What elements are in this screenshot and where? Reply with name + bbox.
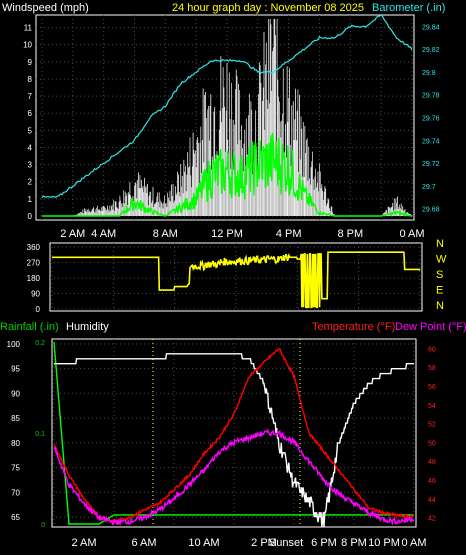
baro-tick-label: 29.68 <box>422 207 440 214</box>
dewpoint-line <box>53 428 415 526</box>
panel3-x-label: 2 PM <box>251 537 277 549</box>
panel2-frame <box>49 242 423 312</box>
panel1-x-label: 8 PM <box>337 228 363 240</box>
wind-tick-label: 5 <box>28 126 33 135</box>
baro-tick-label: 29.78 <box>422 93 440 100</box>
wind-tick-label: 0 <box>28 212 33 221</box>
barometer-line <box>41 13 413 199</box>
panel1-frame <box>35 14 415 221</box>
baro-tick-label: 29.76 <box>422 116 440 123</box>
wind-tick-label: 7 <box>28 92 33 101</box>
wind-tick-label: 10 <box>23 41 32 50</box>
temp-tick-label: 60 <box>428 346 436 353</box>
rain-tick-label: 0.1 <box>35 431 45 438</box>
baro-tick-label: 29.8 <box>422 70 436 77</box>
temp-tick-label: 58 <box>428 365 436 372</box>
panel3-axes: 65 70 75 80 85 90 95 100 0 0.1 0.2 42 44 46 48 50 52 54 56… <box>7 340 436 549</box>
direction-tick-label: 0 <box>36 305 41 314</box>
temp-tick-label: 54 <box>428 403 436 410</box>
panel3-x-label: 2 AM <box>71 537 96 549</box>
direction-tick-label: 270 <box>27 259 41 268</box>
temp-tick-label: 42 <box>428 516 436 523</box>
humidity-tick-label: 80 <box>11 439 20 448</box>
wind-direction-line <box>52 251 421 309</box>
sunrise-label: Sunset <box>269 537 303 549</box>
humidity-tick-label: 85 <box>11 414 20 423</box>
panel1-x-label: 0 AM <box>399 228 424 240</box>
temp-tick-label: 56 <box>428 384 436 391</box>
baro-tick-label: 29.72 <box>422 161 440 168</box>
wind-tick-label: 11 <box>24 24 33 33</box>
panel3-x-label: 8 PM <box>341 537 367 549</box>
wind-tick-label: 9 <box>28 58 33 67</box>
graph-title: 24 hour graph day : November 08 2025 <box>172 2 364 14</box>
panel3-x-label: 6 PM <box>311 537 337 549</box>
wind-tick-label: 1 <box>28 195 33 204</box>
humidity-tick-label: 75 <box>11 464 20 473</box>
panel1-axes: 0 1 2 3 4 5 6 7 8 9 10 11 29.68 29.7 29.72 29.74 29.76 29… <box>23 24 440 240</box>
compass-label: E <box>436 285 443 297</box>
humidity-label: Humidity <box>66 321 109 333</box>
baro-tick-label: 29.74 <box>422 138 440 145</box>
compass-label: S <box>436 269 443 281</box>
panel3-series <box>53 341 415 528</box>
wind-average-line <box>42 132 412 218</box>
baro-tick-label: 29.82 <box>422 47 440 54</box>
temp-tick-label: 46 <box>428 478 436 485</box>
temp-tick-label: 52 <box>428 422 436 429</box>
rain-tick-label: 0 <box>41 522 45 529</box>
compass-label: W <box>436 254 447 266</box>
wind-tick-label: 4 <box>28 143 33 152</box>
humidity-tick-label: 100 <box>7 340 21 349</box>
temperature-label: Temperature (°F) <box>312 321 395 333</box>
panel1-x-label: 4 AM <box>91 228 116 240</box>
humidity-tick-label: 70 <box>11 488 20 497</box>
baro-tick-label: 29.7 <box>422 184 436 191</box>
panel3-x-label: 10 PM <box>368 537 400 549</box>
panel1-x-label: 4 PM <box>276 228 302 240</box>
barometer-label: Barometer (.in) <box>372 2 445 14</box>
rain-tick-label: 0.2 <box>35 340 45 347</box>
rainfall-label: Rainfall (.in) <box>0 321 59 333</box>
dewpoint-label: Dew Point (°F) <box>395 321 466 333</box>
compass-label: N <box>436 238 444 250</box>
direction-tick-label: 90 <box>31 290 40 299</box>
panel1-x-label: 8 AM <box>153 228 178 240</box>
temp-tick-label: 44 <box>428 497 436 504</box>
panel2-series <box>52 251 421 309</box>
wind-tick-label: 2 <box>28 178 33 187</box>
windspeed-label: Windspeed (mph) <box>2 2 89 14</box>
panel1-x-label: 2 AM <box>60 228 85 240</box>
wind-tick-label: 3 <box>28 161 33 170</box>
compass-label: N <box>436 300 444 312</box>
panel1-x-label: 12 PM <box>211 228 243 240</box>
panel3-x-label: 10 AM <box>188 537 219 549</box>
panel3-x-label: 6 AM <box>131 537 156 549</box>
humidity-tick-label: 90 <box>11 389 20 398</box>
humidity-tick-label: 65 <box>11 513 20 522</box>
panel2-grid <box>50 243 422 311</box>
humidity-line <box>54 353 414 528</box>
panel3-grid <box>52 339 416 527</box>
panel1-series <box>41 13 413 218</box>
humidity-tick-label: 95 <box>11 365 20 374</box>
temp-tick-label: 48 <box>428 459 436 466</box>
panel3-x-label: 0 AM <box>401 537 426 549</box>
baro-tick-label: 29.84 <box>422 24 440 31</box>
direction-tick-label: 180 <box>27 274 41 283</box>
wind-tick-label: 6 <box>28 109 33 118</box>
temp-tick-label: 50 <box>428 440 436 447</box>
direction-tick-label: 360 <box>27 243 41 252</box>
rainfall-line <box>53 341 414 525</box>
wind-tick-label: 8 <box>28 75 33 84</box>
